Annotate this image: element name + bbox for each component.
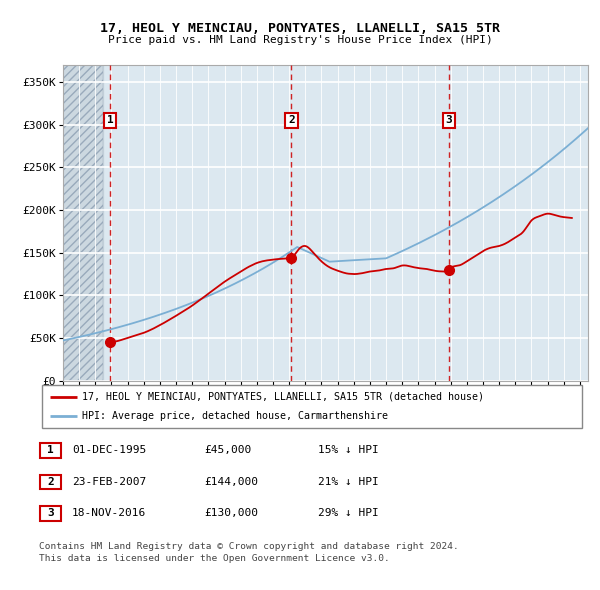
- Text: 2: 2: [47, 477, 54, 487]
- FancyBboxPatch shape: [40, 442, 61, 458]
- Text: Contains HM Land Registry data © Crown copyright and database right 2024.
This d: Contains HM Land Registry data © Crown c…: [39, 542, 459, 563]
- Text: £45,000: £45,000: [204, 445, 251, 455]
- Text: 18-NOV-2016: 18-NOV-2016: [72, 509, 146, 518]
- FancyBboxPatch shape: [40, 474, 61, 490]
- Text: 21% ↓ HPI: 21% ↓ HPI: [318, 477, 379, 487]
- Text: HPI: Average price, detached house, Carmarthenshire: HPI: Average price, detached house, Carm…: [83, 411, 389, 421]
- Text: 15% ↓ HPI: 15% ↓ HPI: [318, 445, 379, 455]
- Text: £130,000: £130,000: [204, 509, 258, 518]
- Text: 17, HEOL Y MEINCIAU, PONTYATES, LLANELLI, SA15 5TR: 17, HEOL Y MEINCIAU, PONTYATES, LLANELLI…: [100, 22, 500, 35]
- Bar: [63, 65, 103, 381]
- Text: 1: 1: [47, 445, 54, 455]
- Text: 2: 2: [288, 116, 295, 125]
- Text: 23-FEB-2007: 23-FEB-2007: [72, 477, 146, 487]
- Text: 17, HEOL Y MEINCIAU, PONTYATES, LLANELLI, SA15 5TR (detached house): 17, HEOL Y MEINCIAU, PONTYATES, LLANELLI…: [83, 392, 485, 402]
- Text: 29% ↓ HPI: 29% ↓ HPI: [318, 509, 379, 518]
- Text: Price paid vs. HM Land Registry's House Price Index (HPI): Price paid vs. HM Land Registry's House …: [107, 35, 493, 45]
- Text: £144,000: £144,000: [204, 477, 258, 487]
- FancyBboxPatch shape: [40, 506, 61, 521]
- Text: 01-DEC-1995: 01-DEC-1995: [72, 445, 146, 455]
- Bar: [63, 65, 103, 381]
- Text: 1: 1: [107, 116, 113, 125]
- FancyBboxPatch shape: [42, 385, 582, 428]
- Text: 3: 3: [47, 509, 54, 518]
- Text: 3: 3: [446, 116, 452, 125]
